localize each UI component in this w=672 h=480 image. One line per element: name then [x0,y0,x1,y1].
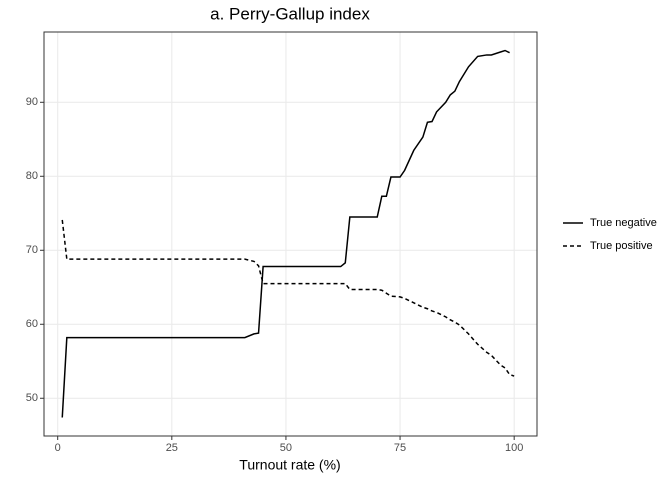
series-line [61,219,515,377]
x-tick-label: 100 [505,442,523,454]
series-line [61,49,510,418]
x-tick-label: 25 [166,442,178,454]
plot-border [43,31,538,437]
y-tick-label: 50 [26,392,38,404]
y-tick-label: 80 [26,170,38,182]
chart-title: a. Perry-Gallup index [210,4,370,23]
x-tick-label: 75 [394,442,406,454]
x-tick-label: 50 [280,442,292,454]
legend-label: True negative [590,217,657,229]
y-tick-label: 60 [26,318,38,330]
y-tick-label: 90 [26,96,38,108]
x-axis-label: Turnout rate (%) [239,457,340,473]
x-tick-label: 0 [55,442,61,454]
legend-label: True positive [590,240,653,252]
y-tick-label: 70 [26,244,38,256]
